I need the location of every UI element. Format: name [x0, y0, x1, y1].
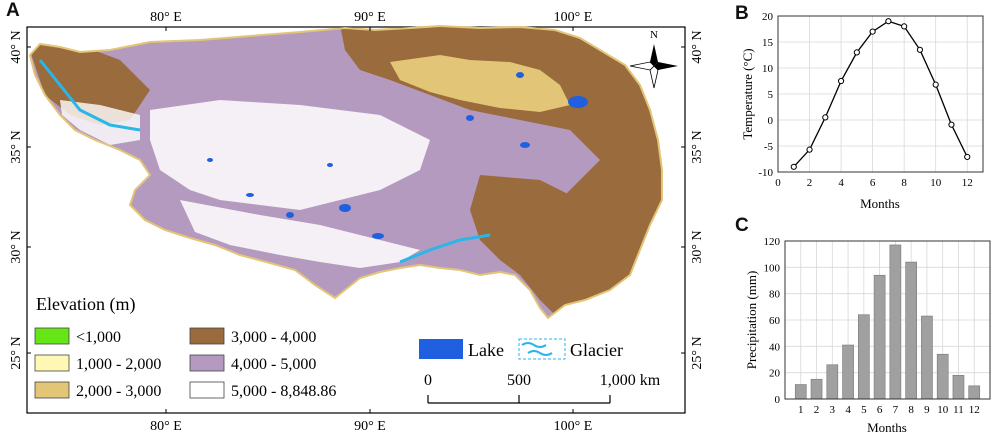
lat-tick-left-40: 40° N: [9, 30, 24, 63]
legend-swatch-2: [34, 381, 70, 399]
glacier-swatch: [518, 338, 566, 360]
panel-label-c: C: [735, 215, 749, 236]
lake-small-6: [246, 193, 254, 197]
glacier-south: [399, 233, 491, 264]
legend-swatch-0: [34, 327, 70, 345]
elevation-5000-plus-interior: [150, 100, 430, 210]
elevation-3000-4000-west: [30, 45, 150, 125]
lake-small-2: [372, 233, 384, 239]
map-ticks: [27, 27, 685, 413]
lon-tick-bottom-100: 100° E: [554, 419, 593, 434]
north-arrow-icon: [629, 44, 678, 89]
scale-tick-0: 0: [424, 372, 432, 389]
lake-small-7: [207, 158, 213, 162]
lon-tick-top-100: 100° E: [554, 10, 593, 25]
scale-tick-500: 500: [507, 372, 531, 389]
glacier-swatch-pattern: [521, 342, 553, 356]
lat-tick-left-25: 25° N: [9, 336, 24, 369]
glacier-west: [38, 59, 141, 132]
lon-tick-bottom-80: 80° E: [150, 419, 182, 434]
lat-tick-right-25: 25° N: [690, 336, 705, 369]
plateau-outline: [28, 24, 663, 320]
legend-label-5: 5,000 - 8,848.86: [231, 383, 336, 400]
scale-tick-1000: 1,000 km: [600, 372, 661, 389]
legend-swatch-1: [34, 354, 70, 372]
lake-small-5: [466, 115, 474, 121]
lon-tick-bottom-90: 90° E: [354, 419, 386, 434]
lat-tick-right-30: 30° N: [690, 230, 705, 263]
legend-swatches: [34, 327, 225, 399]
panel-label-a: A: [6, 0, 20, 21]
panel-label-b: B: [735, 3, 749, 24]
elevation-3000-4000-southeast: [470, 175, 640, 315]
lat-tick-left-35: 35° N: [9, 130, 24, 163]
lon-tick-top-80: 80° E: [150, 10, 182, 25]
legend-label-2: 2,000 - 3,000: [76, 383, 161, 400]
scale-bar: [427, 395, 611, 404]
lon-tick-top-90: 90° E: [354, 10, 386, 25]
lat-tick-right-40: 40° N: [690, 30, 705, 63]
legend-title: Elevation (m): [36, 294, 135, 315]
lake-swatch: [419, 339, 463, 359]
legend-label-3: 3,000 - 4,000: [231, 329, 316, 346]
lake-small-8: [327, 163, 333, 167]
lake-small-1: [339, 204, 351, 212]
lake-small-9: [520, 142, 530, 148]
lake-qinghai: [568, 96, 588, 108]
elevation-2000-3000-basin: [390, 55, 570, 112]
elevation-5000-plus-south: [180, 200, 420, 268]
lake-label: Lake: [468, 340, 504, 360]
legend-swatch-5: [189, 381, 225, 399]
north-label: N: [650, 29, 658, 41]
lat-tick-right-35: 35° N: [690, 130, 705, 163]
glacier-label: Glacier: [570, 340, 623, 360]
legend-swatch-3: [189, 327, 225, 345]
legend-label-1: 1,000 - 2,000: [76, 356, 161, 373]
lake-small-4: [516, 72, 524, 78]
lake-small-3: [286, 212, 294, 218]
legend-label-4: 4,000 - 5,000: [231, 356, 316, 373]
lat-tick-left-30: 30° N: [9, 230, 24, 263]
legend-swatch-4: [189, 354, 225, 372]
legend-label-0: <1,000: [76, 329, 121, 346]
